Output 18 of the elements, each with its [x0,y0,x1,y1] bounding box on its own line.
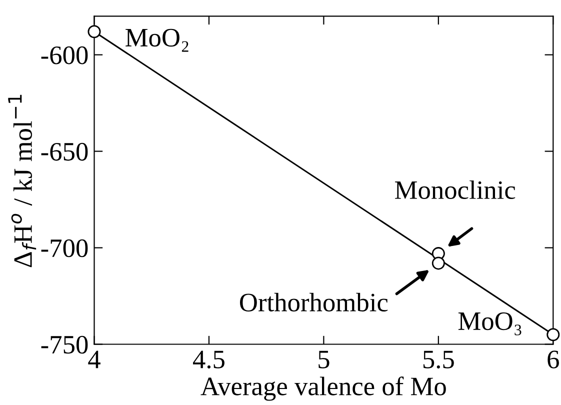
x-tick-label: 5.5 [423,350,454,368]
y-tick-label: -700 [41,239,88,258]
y-tick-label: -600 [41,46,88,64]
annotation: Monoclinic [395,180,516,200]
point [432,256,445,270]
annotation: MoO₃ [458,312,522,336]
point [88,25,101,38]
y-axis-title: Δ$_{f}$H$^{o}$ / kJ mol$^{−1}$ [8,94,36,268]
y-tick-label: -750 [41,336,88,354]
y-tick-label: -650 [41,142,88,161]
x-tick-label: 6 [548,350,559,368]
x-tick-label: 5 [318,350,330,368]
annotation: Orthorhombic [240,292,388,312]
x-tick-label: 4 [88,350,100,368]
x-axis-title: Average valence of Mo [200,376,446,401]
point [546,328,560,342]
annotation: MoO₂ [126,28,188,52]
x-tick-label: 4.5 [192,350,224,368]
